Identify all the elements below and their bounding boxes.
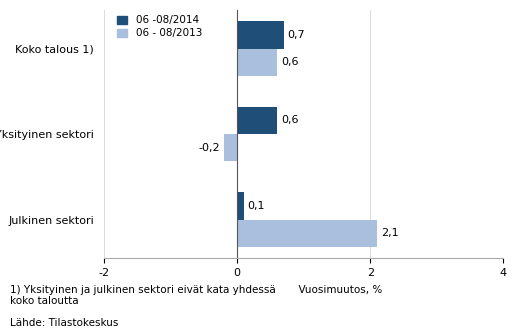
Bar xyxy=(237,49,277,76)
Bar xyxy=(237,219,377,247)
Bar xyxy=(237,21,283,49)
Text: 0,7: 0,7 xyxy=(288,30,305,40)
Bar xyxy=(237,192,244,219)
Text: 2,1: 2,1 xyxy=(381,228,399,238)
Text: -0,2: -0,2 xyxy=(198,143,220,153)
Text: 0,6: 0,6 xyxy=(281,57,298,67)
Bar xyxy=(237,107,277,134)
Legend: 06 -08/2014, 06 - 08/2013: 06 -08/2014, 06 - 08/2013 xyxy=(117,15,202,38)
Bar xyxy=(224,134,237,162)
Text: Lähde: Tilastokeskus: Lähde: Tilastokeskus xyxy=(10,318,119,328)
Text: 1) Yksityinen ja julkinen sektori eivät kata yhdessä       Vuosimuutos, %
koko t: 1) Yksityinen ja julkinen sektori eivät … xyxy=(10,285,383,306)
Text: 0,6: 0,6 xyxy=(281,116,298,125)
Text: 0,1: 0,1 xyxy=(248,201,265,211)
